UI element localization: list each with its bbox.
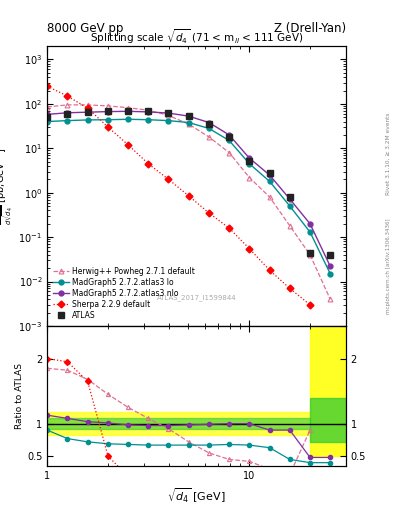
Sherpa 2.2.9 default xyxy=(85,105,90,111)
MadGraph5 2.7.2.atlas3 lo xyxy=(166,118,171,124)
Text: Rivet 3.1.10, ≥ 3.2M events: Rivet 3.1.10, ≥ 3.2M events xyxy=(386,112,391,195)
MadGraph5 2.7.2.atlas3 lo xyxy=(227,137,231,143)
Herwig++ Powheg 2.7.1 default xyxy=(247,175,252,181)
MadGraph5 2.7.2.atlas3 nlo xyxy=(227,132,231,138)
Bar xyxy=(47,412,310,435)
ATLAS xyxy=(328,252,332,258)
Sherpa 2.2.9 default xyxy=(247,246,252,252)
Herwig++ Powheg 2.7.1 default xyxy=(85,102,90,108)
MadGraph5 2.7.2.atlas3 lo xyxy=(146,117,151,123)
MadGraph5 2.7.2.atlas3 nlo xyxy=(65,110,70,116)
Sherpa 2.2.9 default xyxy=(227,225,231,231)
X-axis label: $\sqrt{d_4}$ [GeV]: $\sqrt{d_4}$ [GeV] xyxy=(167,486,226,505)
MadGraph5 2.7.2.atlas3 lo xyxy=(65,118,70,124)
Herwig++ Powheg 2.7.1 default xyxy=(126,104,130,111)
MadGraph5 2.7.2.atlas3 nlo xyxy=(45,111,50,117)
Herwig++ Powheg 2.7.1 default xyxy=(45,104,50,110)
MadGraph5 2.7.2.atlas3 lo xyxy=(186,119,191,125)
MadGraph5 2.7.2.atlas3 nlo xyxy=(267,172,272,178)
ATLAS xyxy=(308,249,312,255)
Sherpa 2.2.9 default xyxy=(45,83,50,89)
Herwig++ Powheg 2.7.1 default xyxy=(146,107,151,113)
Sherpa 2.2.9 default xyxy=(186,193,191,199)
Y-axis label: $\frac{d\sigma}{d\sqrt{d_4}}$ [pb,GeV$^{-1}$]: $\frac{d\sigma}{d\sqrt{d_4}}$ [pb,GeV$^{… xyxy=(0,147,16,225)
ATLAS xyxy=(247,158,252,164)
ATLAS xyxy=(85,109,90,115)
Text: ATLAS_2017_I1599844: ATLAS_2017_I1599844 xyxy=(157,294,236,302)
Sherpa 2.2.9 default xyxy=(287,285,292,291)
Herwig++ Powheg 2.7.1 default xyxy=(166,112,171,118)
MadGraph5 2.7.2.atlas3 lo xyxy=(106,117,110,123)
MadGraph5 2.7.2.atlas3 lo xyxy=(45,118,50,124)
MadGraph5 2.7.2.atlas3 lo xyxy=(328,271,332,277)
Herwig++ Powheg 2.7.1 default xyxy=(207,134,211,140)
Legend: Herwig++ Powheg 2.7.1 default, MadGraph5 2.7.2.atlas3 lo, MadGraph5 2.7.2.atlas3: Herwig++ Powheg 2.7.1 default, MadGraph5… xyxy=(51,265,198,322)
MadGraph5 2.7.2.atlas3 lo xyxy=(207,125,211,132)
Y-axis label: Ratio to ATLAS: Ratio to ATLAS xyxy=(15,363,24,429)
MadGraph5 2.7.2.atlas3 lo xyxy=(287,203,292,209)
MadGraph5 2.7.2.atlas3 nlo xyxy=(328,263,332,269)
MadGraph5 2.7.2.atlas3 lo xyxy=(126,116,130,122)
Text: 8000 GeV pp: 8000 GeV pp xyxy=(47,22,123,35)
Line: MadGraph5 2.7.2.atlas3 lo: MadGraph5 2.7.2.atlas3 lo xyxy=(45,117,333,276)
Sherpa 2.2.9 default xyxy=(106,124,110,130)
Herwig++ Powheg 2.7.1 default xyxy=(267,194,272,200)
MadGraph5 2.7.2.atlas3 nlo xyxy=(207,119,211,125)
ATLAS xyxy=(287,194,292,200)
Text: Z (Drell-Yan): Z (Drell-Yan) xyxy=(274,22,346,35)
MadGraph5 2.7.2.atlas3 lo xyxy=(85,117,90,123)
Sherpa 2.2.9 default xyxy=(146,161,151,167)
MadGraph5 2.7.2.atlas3 nlo xyxy=(166,110,171,116)
Herwig++ Powheg 2.7.1 default xyxy=(106,103,110,109)
Herwig++ Powheg 2.7.1 default xyxy=(186,121,191,127)
ATLAS xyxy=(267,170,272,176)
Sherpa 2.2.9 default xyxy=(65,93,70,99)
MadGraph5 2.7.2.atlas3 nlo xyxy=(247,155,252,161)
Line: MadGraph5 2.7.2.atlas3 nlo: MadGraph5 2.7.2.atlas3 nlo xyxy=(45,109,333,269)
MadGraph5 2.7.2.atlas3 nlo xyxy=(287,196,292,202)
Sherpa 2.2.9 default xyxy=(267,267,272,273)
Sherpa 2.2.9 default xyxy=(166,176,171,182)
Sherpa 2.2.9 default xyxy=(308,302,312,308)
MadGraph5 2.7.2.atlas3 nlo xyxy=(308,221,312,227)
Herwig++ Powheg 2.7.1 default xyxy=(328,296,332,302)
Line: Sherpa 2.2.9 default: Sherpa 2.2.9 default xyxy=(45,84,312,307)
ATLAS xyxy=(45,114,50,120)
Line: ATLAS: ATLAS xyxy=(44,108,333,258)
Bar xyxy=(47,418,310,429)
MadGraph5 2.7.2.atlas3 nlo xyxy=(106,109,110,115)
Herwig++ Powheg 2.7.1 default xyxy=(287,223,292,229)
Herwig++ Powheg 2.7.1 default xyxy=(227,150,231,156)
Line: Herwig++ Powheg 2.7.1 default: Herwig++ Powheg 2.7.1 default xyxy=(45,102,333,302)
Bar xyxy=(310,398,346,442)
MadGraph5 2.7.2.atlas3 lo xyxy=(308,229,312,235)
Text: mcplots.cern.ch [arXiv:1306.3436]: mcplots.cern.ch [arXiv:1306.3436] xyxy=(386,219,391,314)
ATLAS xyxy=(146,108,151,114)
MadGraph5 2.7.2.atlas3 nlo xyxy=(85,109,90,115)
ATLAS xyxy=(227,134,231,140)
MadGraph5 2.7.2.atlas3 nlo xyxy=(146,109,151,115)
Herwig++ Powheg 2.7.1 default xyxy=(65,102,70,108)
ATLAS xyxy=(186,114,191,120)
MadGraph5 2.7.2.atlas3 lo xyxy=(247,161,252,167)
Sherpa 2.2.9 default xyxy=(126,142,130,148)
ATLAS xyxy=(166,110,171,116)
Sherpa 2.2.9 default xyxy=(207,210,211,216)
Herwig++ Powheg 2.7.1 default xyxy=(308,252,312,258)
MadGraph5 2.7.2.atlas3 nlo xyxy=(126,108,130,114)
MadGraph5 2.7.2.atlas3 nlo xyxy=(186,113,191,119)
MadGraph5 2.7.2.atlas3 lo xyxy=(267,178,272,184)
ATLAS xyxy=(65,111,70,117)
ATLAS xyxy=(207,121,211,127)
Bar xyxy=(310,326,346,456)
Title: Splitting scale $\sqrt{d_4}$ (71 < m$_{ll}$ < 111 GeV): Splitting scale $\sqrt{d_4}$ (71 < m$_{l… xyxy=(90,27,303,46)
ATLAS xyxy=(106,108,110,114)
ATLAS xyxy=(126,108,130,114)
